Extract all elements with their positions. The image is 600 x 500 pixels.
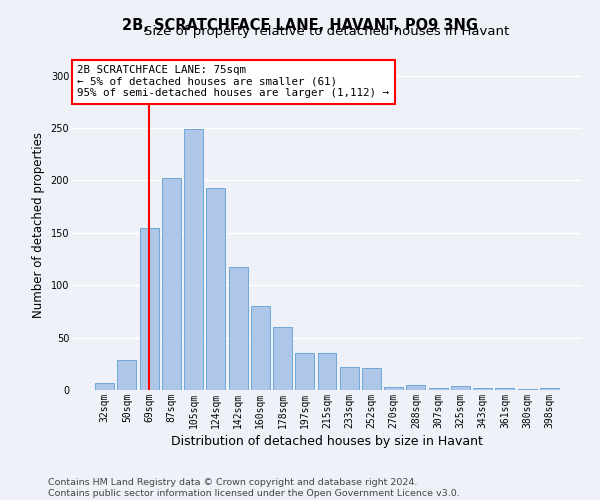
Bar [473,388,492,390]
Bar [540,388,559,390]
Bar [140,228,158,390]
Bar [162,178,181,390]
X-axis label: Distribution of detached houses by size in Havant: Distribution of detached houses by size … [171,435,483,448]
Y-axis label: Number of detached properties: Number of detached properties [32,132,45,318]
Bar [251,306,270,390]
Title: Size of property relative to detached houses in Havant: Size of property relative to detached ho… [145,25,509,38]
Text: 2B, SCRATCHFACE LANE, HAVANT, PO9 3NG: 2B, SCRATCHFACE LANE, HAVANT, PO9 3NG [122,18,478,32]
Bar [518,389,536,390]
Bar [496,388,514,390]
Bar [362,368,381,390]
Bar [429,388,448,390]
Bar [118,360,136,390]
Text: Contains HM Land Registry data © Crown copyright and database right 2024.
Contai: Contains HM Land Registry data © Crown c… [48,478,460,498]
Bar [451,386,470,390]
Bar [406,385,425,390]
Bar [229,268,248,390]
Bar [317,354,337,390]
Bar [95,382,114,390]
Bar [384,387,403,390]
Bar [295,354,314,390]
Text: 2B SCRATCHFACE LANE: 75sqm
← 5% of detached houses are smaller (61)
95% of semi-: 2B SCRATCHFACE LANE: 75sqm ← 5% of detac… [77,65,389,98]
Bar [206,188,225,390]
Bar [273,327,292,390]
Bar [184,129,203,390]
Bar [340,367,359,390]
